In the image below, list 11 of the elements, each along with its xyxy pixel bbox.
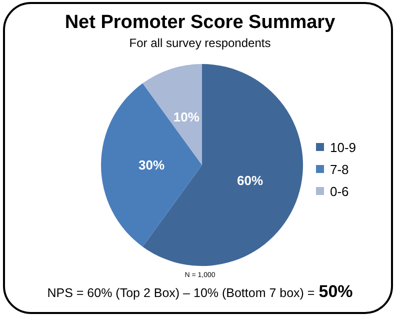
chart-subtitle: For all survey respondents	[128, 36, 272, 50]
text: NPS = 60% (Top 2 Box) – 10% (Bottom 7 box) =	[47, 286, 315, 300]
pie-slice	[101, 83, 202, 247]
data-label: 30%	[138, 158, 165, 173]
legend-label: 10-9	[330, 140, 356, 154]
data-label: 60%	[237, 173, 264, 188]
legend-label: 0-6	[330, 184, 349, 198]
data-label: 10%	[173, 110, 200, 125]
text: 50%	[318, 282, 353, 301]
legend-label: 7-8	[330, 162, 349, 176]
chart-title: Net Promoter Score Summary	[64, 12, 336, 34]
